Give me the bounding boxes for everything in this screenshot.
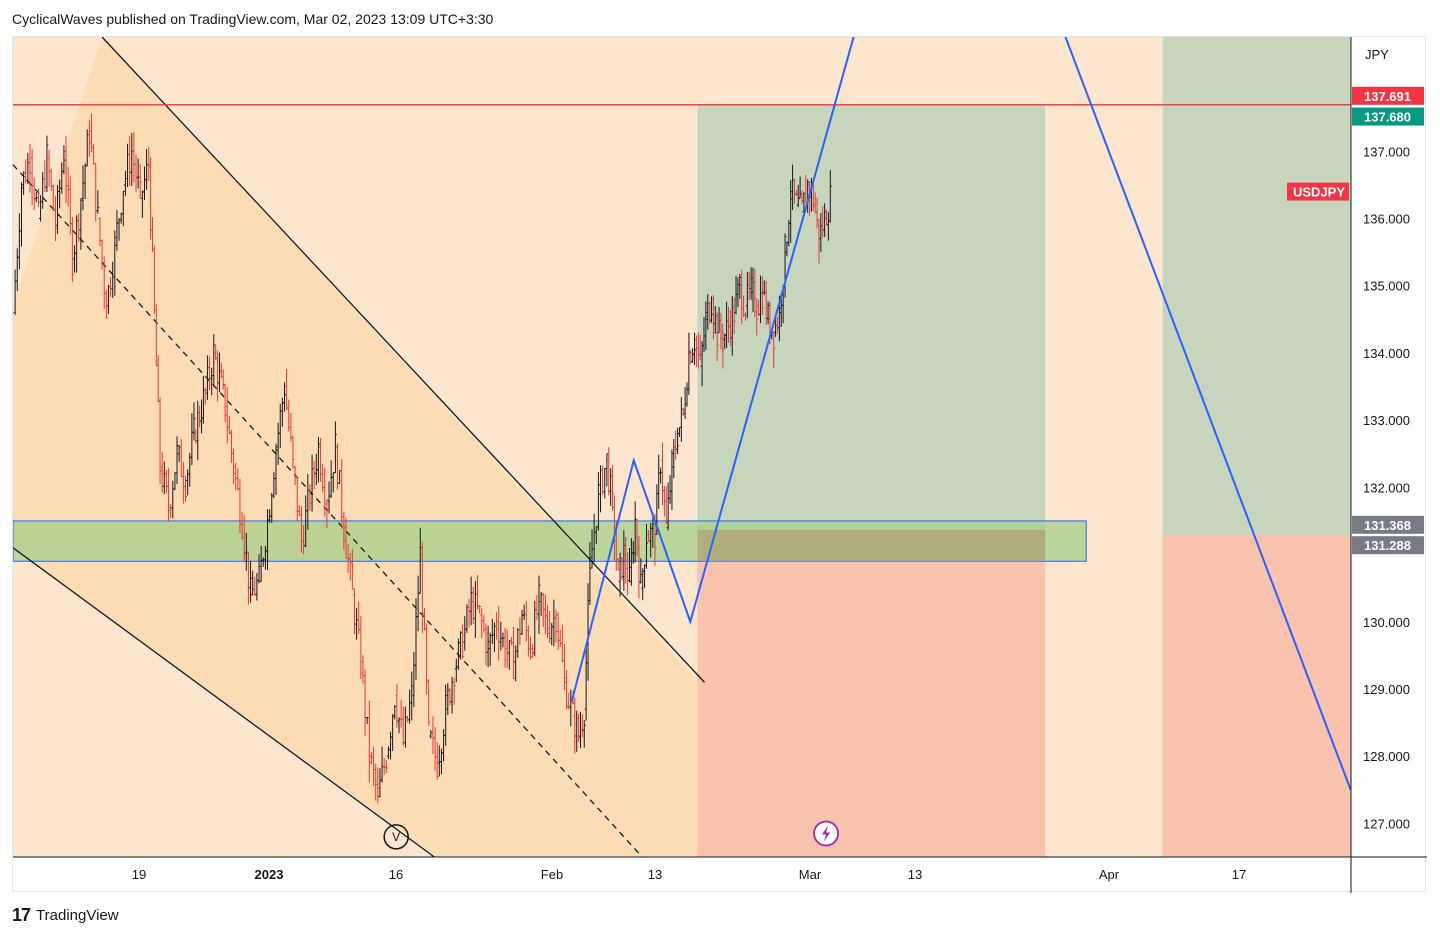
wave-projection-line <box>570 37 855 703</box>
y-tick-label: 129.000 <box>1363 682 1410 697</box>
x-tick-label: 16 <box>389 867 403 882</box>
x-tick-label: 19 <box>132 867 146 882</box>
price-label-text: 131.368 <box>1364 518 1411 533</box>
chart-frame[interactable]: V JPY 137.000 136.000 135.000 134.000 133.000… <box>12 36 1427 893</box>
y-tick-label: 128.000 <box>1363 749 1410 764</box>
currency-label: JPY <box>1365 47 1389 62</box>
symbol-label-bg <box>1287 182 1349 201</box>
wave-label-text: V <box>392 830 400 844</box>
price-label-text: 137.680 <box>1364 110 1411 125</box>
tradingview-logo-icon: 17 <box>12 905 31 925</box>
wave-label-circle <box>383 824 409 850</box>
x-tick-label: Feb <box>541 867 563 882</box>
loss-zone-2 <box>1162 535 1351 857</box>
price-label-text: 137.691 <box>1364 89 1411 104</box>
price-label: 137.691 <box>1352 86 1424 105</box>
price-chart[interactable]: V JPY 137.000 136.000 135.000 134.000 133.000… <box>13 37 1427 893</box>
x-tick-label: 13 <box>908 867 922 882</box>
price-label: 137.680 <box>1352 107 1424 126</box>
lightning-bolt <box>822 825 831 842</box>
price-label-text: 131.288 <box>1364 538 1411 553</box>
price-label-bg <box>1352 107 1424 126</box>
price-label: 131.288 <box>1352 536 1424 555</box>
x-tick-label: 17 <box>1232 867 1246 882</box>
y-tick-label: 127.000 <box>1363 816 1410 831</box>
price-label-bg <box>1352 536 1424 555</box>
y-tick-label: 134.000 <box>1363 346 1410 361</box>
channel-mid-line <box>13 164 643 858</box>
y-tick-label: 133.000 <box>1363 413 1410 428</box>
position-zones <box>13 37 1351 857</box>
y-tick-label: 137.000 <box>1363 144 1410 159</box>
x-tick-label: Apr <box>1099 867 1120 882</box>
channel-fill <box>13 37 699 857</box>
price-label: 131.368 <box>1352 515 1424 534</box>
price-label-bg <box>1352 86 1424 105</box>
x-tick-label: 13 <box>648 867 662 882</box>
axes: JPY 137.000 136.000 135.000 134.000 133.000 13… <box>13 37 1427 893</box>
y-tick-label: 136.000 <box>1363 211 1410 226</box>
profit-zone-2 <box>1162 37 1351 536</box>
y-tick-label: 135.000 <box>1363 279 1410 294</box>
candles <box>13 113 832 804</box>
entry-overlap <box>697 529 1046 562</box>
price-label-bg <box>1352 515 1424 534</box>
loss-zone-1 <box>697 529 1046 857</box>
lightning-icon <box>813 820 839 847</box>
x-tick-label: Mar <box>799 867 822 882</box>
footer-brand: TradingView <box>36 907 119 924</box>
y-tick-label: 130.000 <box>1363 615 1410 630</box>
publisher-header: CyclicalWaves published on TradingView.c… <box>12 11 494 27</box>
chart-background <box>13 37 1351 857</box>
profit-zone-1 <box>697 105 1046 530</box>
y-tick-label: 132.000 <box>1363 480 1410 495</box>
symbol-label: USDJPY <box>1287 182 1349 201</box>
x-tick-label: 2023 <box>255 867 284 882</box>
footer: 17 TradingView <box>12 905 119 926</box>
wave-decline-line <box>1064 37 1352 791</box>
symbol-label-text: USDJPY <box>1293 185 1345 200</box>
channel-lower-line <box>13 547 435 858</box>
wave-label-v: V <box>383 824 409 850</box>
drawing-lines: V <box>13 37 1352 850</box>
